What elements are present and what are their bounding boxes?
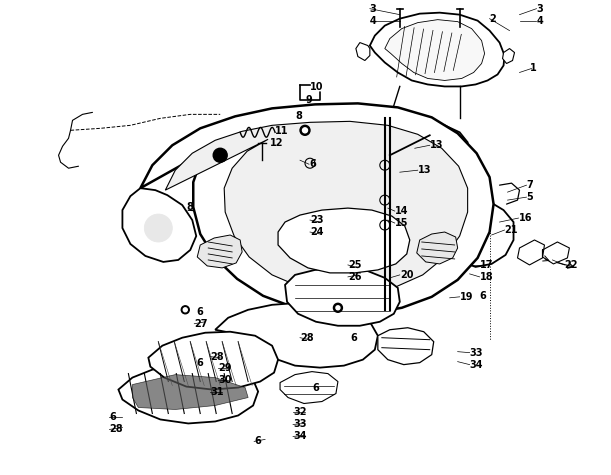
- Text: 6: 6: [196, 358, 203, 368]
- Polygon shape: [197, 235, 242, 268]
- Text: 34: 34: [293, 431, 307, 441]
- Text: 22: 22: [565, 260, 578, 270]
- Text: 12: 12: [270, 138, 284, 148]
- Polygon shape: [448, 200, 513, 267]
- Polygon shape: [356, 43, 370, 60]
- Text: 9: 9: [305, 95, 312, 105]
- Text: 8: 8: [186, 202, 193, 212]
- Text: 31: 31: [210, 387, 224, 397]
- Circle shape: [144, 214, 172, 242]
- Text: 28: 28: [300, 332, 313, 342]
- Text: 3: 3: [370, 4, 376, 14]
- Text: 10: 10: [310, 83, 323, 93]
- Polygon shape: [285, 268, 400, 326]
- Text: 6: 6: [109, 412, 116, 422]
- Polygon shape: [385, 19, 485, 80]
- Polygon shape: [518, 240, 544, 265]
- Text: 34: 34: [470, 360, 483, 370]
- Text: 26: 26: [348, 272, 361, 282]
- Text: 6: 6: [312, 382, 319, 392]
- Polygon shape: [133, 375, 248, 409]
- Text: 6: 6: [350, 332, 357, 342]
- Text: 13: 13: [430, 140, 443, 150]
- Circle shape: [181, 306, 189, 314]
- Text: 6: 6: [309, 159, 316, 169]
- Text: 30: 30: [218, 375, 232, 385]
- Circle shape: [334, 304, 342, 312]
- Text: 20: 20: [400, 270, 413, 280]
- Polygon shape: [370, 13, 505, 86]
- Text: 21: 21: [505, 225, 518, 235]
- Text: 33: 33: [470, 348, 483, 358]
- Polygon shape: [292, 123, 453, 178]
- Text: 17: 17: [480, 260, 493, 270]
- Circle shape: [336, 306, 340, 310]
- Text: 6: 6: [480, 291, 486, 301]
- Circle shape: [302, 128, 307, 133]
- Text: 29: 29: [218, 362, 232, 372]
- Text: 11: 11: [275, 126, 288, 136]
- Text: 32: 32: [293, 408, 307, 418]
- Text: 24: 24: [310, 227, 323, 237]
- Text: 19: 19: [459, 292, 473, 302]
- Circle shape: [136, 206, 180, 250]
- Polygon shape: [282, 118, 467, 185]
- Text: 6: 6: [254, 437, 261, 446]
- Text: 4: 4: [536, 16, 543, 26]
- Polygon shape: [141, 104, 494, 314]
- Text: 18: 18: [480, 272, 493, 282]
- Circle shape: [213, 148, 227, 162]
- Polygon shape: [166, 121, 467, 293]
- Circle shape: [183, 308, 187, 312]
- Polygon shape: [280, 371, 338, 404]
- Text: 2: 2: [489, 14, 496, 24]
- Polygon shape: [122, 188, 196, 262]
- Text: 8: 8: [295, 111, 302, 121]
- Text: 6: 6: [196, 307, 203, 317]
- Polygon shape: [215, 303, 378, 368]
- Text: 28: 28: [210, 352, 224, 361]
- Text: 27: 27: [194, 319, 208, 329]
- Text: 1: 1: [530, 64, 536, 74]
- Text: 7: 7: [527, 180, 533, 190]
- Polygon shape: [119, 364, 258, 423]
- Polygon shape: [417, 232, 458, 264]
- Polygon shape: [503, 48, 514, 64]
- Circle shape: [300, 125, 310, 135]
- Text: 14: 14: [395, 206, 408, 216]
- Text: 33: 33: [293, 419, 307, 429]
- Text: 5: 5: [527, 192, 533, 202]
- Text: 3: 3: [536, 4, 543, 14]
- Polygon shape: [148, 332, 278, 389]
- Text: 16: 16: [519, 213, 532, 223]
- Text: 4: 4: [370, 16, 376, 26]
- Polygon shape: [378, 328, 434, 365]
- Text: 13: 13: [418, 165, 431, 175]
- Text: 15: 15: [395, 218, 408, 228]
- Text: 25: 25: [348, 260, 361, 270]
- Text: 23: 23: [310, 215, 323, 225]
- Polygon shape: [278, 208, 410, 273]
- Text: 28: 28: [109, 425, 123, 435]
